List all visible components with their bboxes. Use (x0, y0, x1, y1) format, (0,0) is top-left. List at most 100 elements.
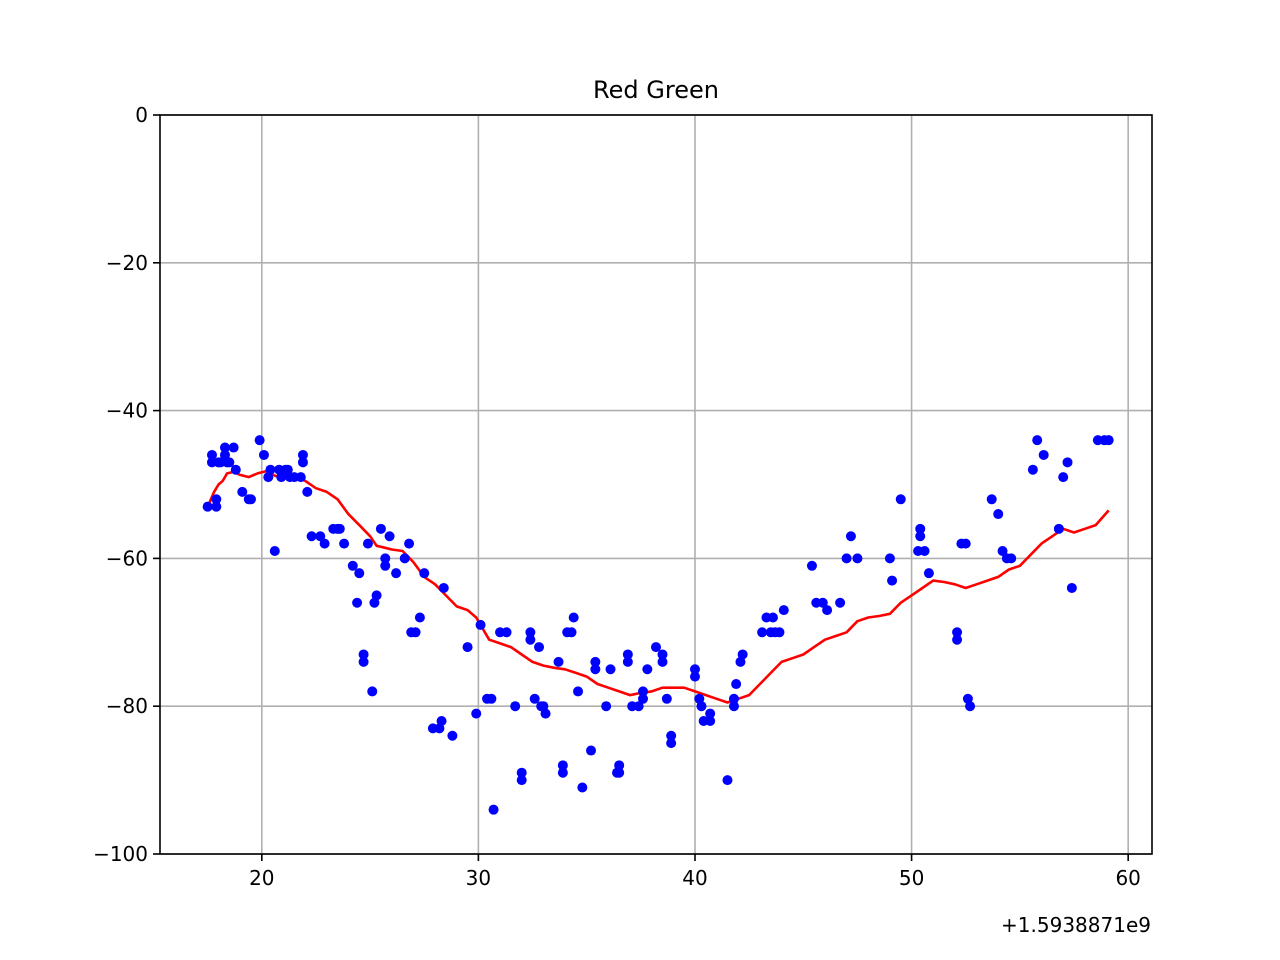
data-point (887, 575, 898, 586)
data-point (923, 568, 934, 579)
data-point (1032, 435, 1043, 446)
data-point (577, 782, 588, 793)
series-red-line (206, 469, 1110, 704)
data-point (295, 472, 306, 483)
data-point (471, 708, 482, 719)
data-point (1103, 435, 1114, 446)
data-point (778, 605, 789, 616)
data-point (731, 679, 742, 690)
data-point (757, 627, 768, 638)
data-point (997, 546, 1008, 557)
data-point (852, 553, 863, 564)
data-point (297, 449, 308, 460)
data-point (614, 760, 625, 771)
data-point (462, 642, 473, 653)
data-point (319, 538, 330, 549)
data-point (339, 538, 350, 549)
data-point (510, 701, 521, 712)
data-point (501, 627, 512, 638)
data-point (371, 590, 382, 601)
data-point (689, 671, 700, 682)
data-point (767, 612, 778, 623)
data-point (895, 494, 906, 505)
data-point (228, 442, 239, 453)
data-point (245, 494, 256, 505)
data-point (419, 568, 430, 579)
data-point (638, 693, 649, 704)
data-point (399, 553, 410, 564)
data-point (774, 627, 785, 638)
y-tick-label: −20 (106, 251, 148, 275)
data-point (1062, 457, 1073, 468)
chart-title: Red Green (593, 76, 719, 104)
series-blue-points (202, 435, 1114, 815)
data-point (404, 538, 415, 549)
data-point (661, 693, 672, 704)
data-point (276, 472, 287, 483)
data-point (254, 435, 265, 446)
y-tick-label: −40 (106, 399, 148, 423)
data-point (845, 531, 856, 542)
data-point (516, 775, 527, 786)
data-point (557, 760, 568, 771)
data-point (817, 597, 828, 608)
data-point (952, 627, 963, 638)
data-point (822, 605, 833, 616)
data-point (438, 582, 449, 593)
moving-average-line (206, 469, 1110, 704)
data-point (622, 656, 633, 667)
data-point (306, 531, 317, 542)
data-point (915, 531, 926, 542)
data-point (525, 627, 536, 638)
data-point (230, 464, 241, 475)
data-point (586, 745, 597, 756)
x-tick-label: 60 (1115, 866, 1140, 890)
data-point (590, 664, 601, 675)
data-point (915, 523, 926, 534)
data-point (436, 715, 447, 726)
data-point (486, 693, 497, 704)
data-point (666, 738, 677, 749)
data-point (666, 730, 677, 741)
data-point (380, 560, 391, 571)
data-point (633, 701, 644, 712)
data-point (605, 664, 616, 675)
data-point (347, 560, 358, 571)
data-point (835, 597, 846, 608)
x-tick-label: 40 (682, 866, 707, 890)
data-point (211, 494, 222, 505)
data-point (302, 486, 313, 497)
data-point (722, 775, 733, 786)
y-tick-label: −60 (106, 546, 148, 570)
data-point (224, 457, 235, 468)
data-point (705, 715, 716, 726)
data-point (410, 627, 421, 638)
data-point (1053, 523, 1064, 534)
data-point (705, 708, 716, 719)
data-point (269, 546, 280, 557)
data-point (516, 767, 527, 778)
data-point (638, 686, 649, 697)
data-point (568, 612, 579, 623)
data-point (573, 686, 584, 697)
data-point (737, 649, 748, 660)
data-point (384, 531, 395, 542)
data-point (657, 649, 668, 660)
data-point (534, 642, 545, 653)
data-point (728, 693, 739, 704)
data-point (354, 568, 365, 579)
data-point (258, 449, 269, 460)
data-point (806, 560, 817, 571)
data-point (206, 449, 217, 460)
data-point (993, 509, 1004, 520)
data-point (475, 619, 486, 630)
x-tick-label: 30 (466, 866, 491, 890)
data-point (1027, 464, 1038, 475)
data-point (525, 634, 536, 645)
y-tick-label: −100 (93, 842, 148, 866)
data-point (237, 486, 248, 497)
data-point (590, 656, 601, 667)
axis-ticks: 20 30 40 50 60 0 −20 −40 −60 −80 −100 (93, 103, 1141, 890)
data-point (488, 804, 499, 815)
